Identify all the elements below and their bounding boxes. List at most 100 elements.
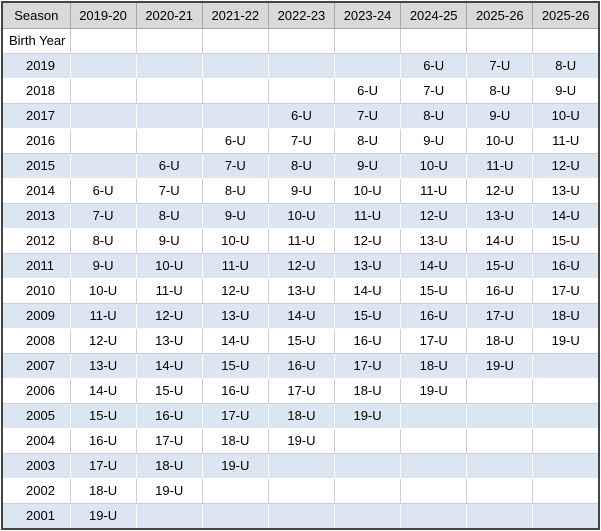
header-cell: 2021-22 — [201, 1, 269, 29]
age-cell: 15-U — [267, 327, 336, 354]
age-cell: 13-U — [267, 277, 336, 304]
header-cell: 2025-26 — [532, 1, 600, 29]
age-cell: 11-U — [267, 227, 336, 254]
age-cell: 19-U — [135, 477, 203, 504]
age-cell — [135, 102, 203, 129]
age-cell — [466, 502, 534, 530]
birth-year-cell: 2004 — [1, 427, 71, 454]
birth-year-cell: 2003 — [1, 452, 71, 479]
age-cell: 18-U — [267, 402, 336, 429]
age-cell — [267, 477, 336, 504]
age-cell: 8-U — [201, 177, 269, 204]
age-cell: 12-U — [466, 177, 534, 204]
age-cell: 13-U — [466, 202, 534, 229]
birth-year-cell: 2008 — [1, 327, 71, 354]
age-cell: 19-U — [69, 502, 137, 530]
age-cell: 17-U — [333, 352, 402, 379]
age-cell: 12-U — [69, 327, 137, 354]
age-cell — [532, 427, 600, 454]
age-cell: 16-U — [201, 377, 269, 404]
age-cell — [532, 28, 600, 54]
age-cell — [532, 502, 600, 530]
age-cell — [400, 28, 468, 54]
age-cell: 18-U — [466, 327, 534, 354]
age-cell: 17-U — [466, 302, 534, 329]
age-cell: 7-U — [333, 102, 402, 129]
age-cell: 12-U — [201, 277, 269, 304]
age-cell — [201, 77, 269, 104]
age-cell: 10-U — [333, 177, 402, 204]
age-cell: 16-U — [333, 327, 402, 354]
age-cell — [333, 452, 402, 479]
birth-year-cell: 2007 — [1, 352, 71, 379]
age-cell: 14-U — [333, 277, 402, 304]
table-row: 2013 7-U 8-U 9-U 10-U 11-U 12-U 13-U 14-U — [1, 202, 600, 229]
age-cell — [466, 452, 534, 479]
age-cell: 18-U — [532, 302, 600, 329]
age-cell: 9-U — [201, 202, 269, 229]
age-cell: 13-U — [532, 177, 600, 204]
birth-year-cell: 2017 — [1, 102, 71, 129]
birth-year-cell: 2015 — [1, 152, 71, 179]
age-cell: 18-U — [69, 477, 137, 504]
age-cell — [69, 102, 137, 129]
age-cell — [69, 28, 137, 54]
age-cell — [466, 377, 534, 404]
age-cell: 11-U — [69, 302, 137, 329]
age-cell — [333, 52, 402, 79]
age-cell: 13-U — [333, 252, 402, 279]
age-cell: 6-U — [333, 77, 402, 104]
age-cell: 16-U — [135, 402, 203, 429]
table-row: 2019 6-U 7-U 8-U — [1, 52, 600, 79]
age-cell — [466, 402, 534, 429]
table-row: 2017 6-U 7-U 8-U 9-U 10-U — [1, 102, 600, 129]
table-row: 2014 6-U 7-U 8-U 9-U 10-U 11-U 12-U 13-U — [1, 177, 600, 204]
age-cell — [267, 28, 336, 54]
age-cell — [532, 402, 600, 429]
table-row: 2006 14-U 15-U 16-U 17-U 18-U 19-U — [1, 377, 600, 404]
age-cell — [267, 77, 336, 104]
age-cell: 18-U — [135, 452, 203, 479]
table-row: Birth Year — [1, 28, 600, 54]
table-row: 2007 13-U 14-U 15-U 16-U 17-U 18-U 19-U — [1, 352, 600, 379]
age-cell: 11-U — [400, 177, 468, 204]
age-cell: 16-U — [532, 252, 600, 279]
age-cell: 10-U — [400, 152, 468, 179]
age-cell: 11-U — [201, 252, 269, 279]
age-cell: 8-U — [532, 52, 600, 79]
age-cell: 14-U — [69, 377, 137, 404]
age-cell: 9-U — [532, 77, 600, 104]
age-cell: 8-U — [267, 152, 336, 179]
age-cell: 12-U — [267, 252, 336, 279]
age-cell: 19-U — [532, 327, 600, 354]
header-cell: 2019-20 — [69, 1, 137, 29]
age-cell: 17-U — [201, 402, 269, 429]
age-cell — [333, 28, 402, 54]
age-cell — [400, 402, 468, 429]
age-cell — [333, 477, 402, 504]
age-cell: 14-U — [135, 352, 203, 379]
age-cell: 10-U — [532, 102, 600, 129]
table-row: 2005 15-U 16-U 17-U 18-U 19-U — [1, 402, 600, 429]
age-cell — [201, 102, 269, 129]
age-cell: 14-U — [201, 327, 269, 354]
age-cell — [400, 427, 468, 454]
header-cell: Season — [1, 1, 71, 29]
age-cell: 15-U — [532, 227, 600, 254]
age-cell: 13-U — [135, 327, 203, 354]
age-cell: 13-U — [400, 227, 468, 254]
age-cell — [267, 502, 336, 530]
birth-year-cell: 2011 — [1, 252, 71, 279]
age-cell: 8-U — [69, 227, 137, 254]
age-cell: 12-U — [400, 202, 468, 229]
age-cell: 10-U — [201, 227, 269, 254]
age-cell: 7-U — [466, 52, 534, 79]
table-row: 2018 6-U 7-U 8-U 9-U — [1, 77, 600, 104]
age-cell: 17-U — [135, 427, 203, 454]
age-cell: 19-U — [201, 452, 269, 479]
age-cell — [532, 352, 600, 379]
age-cell: 7-U — [267, 127, 336, 154]
age-cell — [466, 427, 534, 454]
